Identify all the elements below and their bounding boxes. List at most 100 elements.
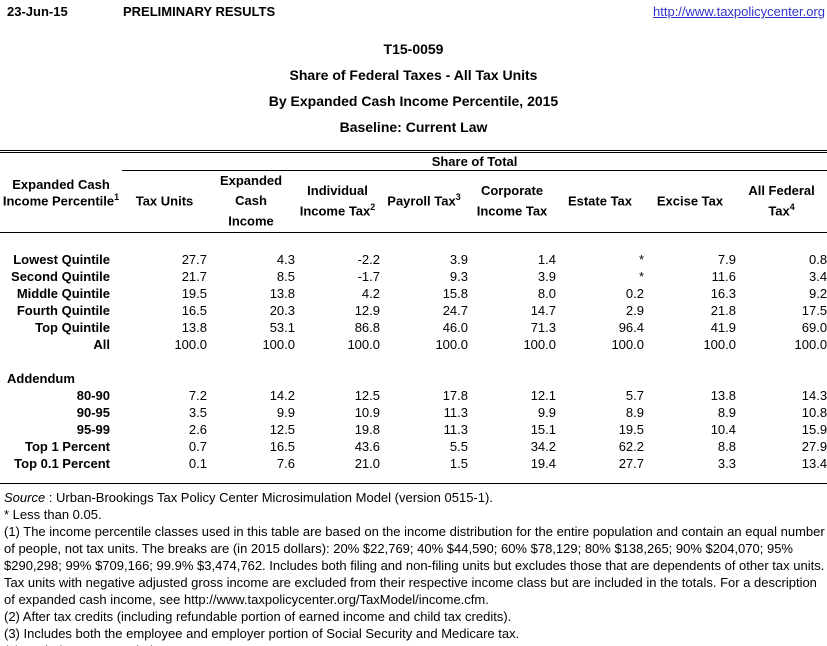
cell-value: 7.9 (717, 251, 736, 267)
table-row: Lowest Quintile 27.7 4.3 -2.2 3.9 1.4 * … (0, 251, 827, 268)
cell-value: 13.8 (181, 319, 207, 335)
cell-value: 12.5 (354, 387, 380, 403)
cell-value: 2.9 (625, 302, 644, 318)
cell-value: 100.0 (262, 336, 295, 352)
cell-value: 21.7 (181, 268, 207, 284)
table-row: Top 1 Percent 0.7 16.5 43.6 5.5 34.2 62.… (0, 438, 827, 455)
cell-value: 100.0 (794, 336, 827, 352)
cell-value: 3.9 (537, 268, 556, 284)
cell-value: 5.7 (625, 387, 644, 403)
cell-value: 9.9 (537, 404, 556, 420)
cell-value: 15.9 (801, 421, 827, 437)
footnote-3: (3) Includes both the employee and emplo… (4, 625, 520, 641)
cell-value: 86.8 (354, 319, 380, 335)
cell-value: 0.1 (188, 455, 207, 471)
cell-value: 10.4 (710, 421, 736, 437)
col-header-tax-units: Tax Units (122, 170, 207, 233)
row-label: 90-95 (76, 404, 110, 420)
row-label: Top 0.1 Percent (14, 455, 110, 471)
row-label: Top 1 Percent (24, 438, 110, 454)
row-label: 80-90 (76, 387, 110, 403)
corner-header: Expanded Cash Income Percentile1 (0, 151, 122, 233)
table-row: Fourth Quintile 16.5 20.3 12.9 24.7 14.7… (0, 302, 827, 319)
data-table: Expanded Cash Income Percentile1 Share o… (0, 150, 827, 484)
source-label: Source (4, 489, 46, 505)
col-header-payroll-tax: Payroll Tax3 (380, 170, 468, 233)
cell-value: 15.8 (442, 285, 468, 301)
col-header-individual-income-tax: Individual Income Tax2 (295, 170, 380, 233)
footnote-1: (1) The income percentile classes used i… (4, 523, 825, 607)
cell-value: 11.3 (443, 421, 468, 437)
addendum-label: Addendum (7, 370, 75, 386)
row-label: Lowest Quintile (13, 251, 110, 267)
cell-value: 96.4 (618, 319, 644, 335)
table-row: All 100.0 100.0 100.0 100.0 100.0 100.0 … (0, 336, 827, 353)
addendum-header-row: Addendum (0, 370, 827, 387)
cell-value: 41.9 (710, 319, 736, 335)
cell-value: -2.2 (357, 251, 380, 267)
cell-value: 8.9 (625, 404, 644, 420)
row-label: Top Quintile (35, 319, 110, 335)
table-row: 80-90 7.2 14.2 12.5 17.8 12.1 5.7 13.8 1… (0, 387, 827, 404)
cell-value: 8.5 (276, 268, 295, 284)
cell-value: 46.0 (442, 319, 468, 335)
cell-value: 21.8 (710, 302, 736, 318)
cell-value: 10.8 (801, 404, 827, 420)
cell-value: 3.5 (188, 404, 207, 420)
cell-value: 100.0 (523, 336, 556, 352)
cell-value: 9.2 (809, 285, 827, 301)
cell-value: -1.7 (357, 268, 380, 284)
cell-value: * (638, 251, 644, 267)
col-header-excise-tax: Excise Tax (644, 170, 736, 233)
cell-value: 9.9 (276, 404, 295, 420)
cell-value: 0.8 (809, 251, 827, 267)
cell-value: 69.0 (801, 319, 827, 335)
cell-value: 0.2 (625, 285, 644, 301)
preliminary-results-label: PRELIMINARY RESULTS (123, 4, 276, 19)
row-label: All (93, 336, 110, 352)
cell-value: 34.2 (530, 438, 556, 454)
baseline-title: Baseline: Current Law (339, 119, 488, 135)
cell-value: 3.4 (809, 268, 827, 284)
cell-value: 100.0 (435, 336, 468, 352)
cell-value: 12.9 (354, 302, 380, 318)
footnotes: Source : Urban-Brookings Tax Policy Cent… (0, 489, 827, 646)
table-row: Top 0.1 Percent 0.1 7.6 21.0 1.5 19.4 27… (0, 455, 827, 472)
cell-value: 19.5 (181, 285, 207, 301)
cell-value: 12.5 (269, 421, 295, 437)
top-bar: 23-Jun-15 PRELIMINARY RESULTS http://www… (0, 0, 827, 24)
spacer-row (0, 353, 827, 370)
table-row: Middle Quintile 19.5 13.8 4.2 15.8 8.0 0… (0, 285, 827, 302)
cell-value: 2.6 (188, 421, 207, 437)
cell-value: 24.7 (442, 302, 468, 318)
cell-value: 3.9 (449, 251, 468, 267)
table-row: 95-99 2.6 12.5 19.8 11.3 15.1 19.5 10.4 … (0, 421, 827, 438)
row-label: Middle Quintile (16, 285, 110, 301)
share-of-total-header: Share of Total (122, 151, 827, 171)
taxpolicycenter-link[interactable]: http://www.taxpolicycenter.org (653, 4, 825, 19)
cell-value: 20.3 (269, 302, 295, 318)
table-row: Top Quintile 13.8 53.1 86.8 46.0 71.3 96… (0, 319, 827, 336)
cell-value: 17.8 (442, 387, 468, 403)
cell-value: 13.8 (269, 285, 295, 301)
cell-value: 53.1 (269, 319, 295, 335)
spacer-row (0, 472, 827, 484)
row-label: Fourth Quintile (16, 302, 110, 318)
cell-value: 8.0 (537, 285, 556, 301)
cell-value: 10.9 (354, 404, 380, 420)
cell-value: 27.7 (618, 455, 644, 471)
cell-value: 71.3 (530, 319, 556, 335)
cell-value: 8.8 (717, 438, 736, 454)
table-row: 90-95 3.5 9.9 10.9 11.3 9.9 8.9 8.9 10.8 (0, 404, 827, 421)
cell-value: 21.0 (354, 455, 380, 471)
cell-value: 14.2 (269, 387, 295, 403)
cell-value: 19.5 (618, 421, 644, 437)
cell-value: * (638, 268, 644, 284)
cell-value: 100.0 (174, 336, 207, 352)
cell-value: 16.3 (710, 285, 736, 301)
cell-value: 15.1 (530, 421, 556, 437)
source-text: : Urban-Brookings Tax Policy Center Micr… (45, 489, 493, 505)
col-header-estate-tax: Estate Tax (556, 170, 644, 233)
cell-value: 14.7 (530, 302, 556, 318)
